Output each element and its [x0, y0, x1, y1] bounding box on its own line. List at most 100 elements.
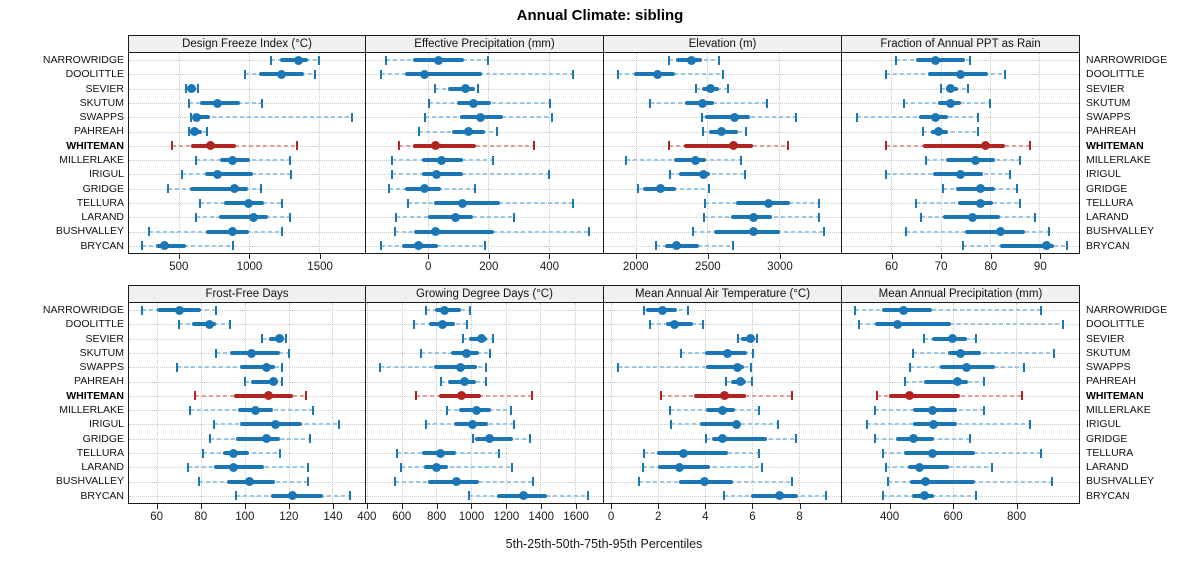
vertical-gridline — [244, 303, 246, 503]
whisker-cap — [228, 319, 231, 329]
whisker-cap — [1033, 212, 1036, 222]
whisker-cap — [307, 462, 310, 472]
interquartile-bar-25-75 — [421, 172, 463, 177]
median-dot — [892, 319, 902, 329]
axis-tick-label: 120 — [279, 511, 299, 523]
whisker-cap — [919, 212, 922, 222]
axis-tick — [156, 504, 158, 509]
axis-tick-label: 0 — [424, 261, 432, 273]
interquartile-bar-25-75 — [447, 86, 475, 91]
whisker-cap — [428, 98, 431, 108]
site-label-irigul: IRIGUL — [1086, 168, 1122, 181]
whisker-cap — [924, 155, 927, 165]
whisker-cap — [243, 69, 246, 79]
median-dot — [674, 462, 684, 472]
whisker-cap — [309, 434, 312, 444]
site-label-gridge: GRIDGE — [82, 432, 124, 445]
whisker-cap — [380, 241, 383, 251]
whisker-cap — [296, 141, 299, 151]
whisker-cap — [912, 348, 915, 358]
axis-tick — [990, 254, 992, 259]
median-dot — [732, 419, 742, 429]
panel-band-1: NARROWRIDGE DOOLITTLE SEVIER SKUTUM SWAPPS PA… — [0, 35, 1200, 280]
whisker-cap — [648, 319, 651, 329]
median-dot — [213, 169, 223, 179]
whisker-cap — [961, 241, 964, 251]
whisker-cap — [167, 184, 170, 194]
panel-body — [129, 53, 365, 253]
median-dot — [275, 334, 285, 344]
vertical-gridline — [436, 303, 438, 503]
whisker-cap — [875, 391, 878, 401]
horizontal-gridline — [604, 310, 841, 312]
axis-tick — [611, 504, 613, 509]
median-dot — [464, 127, 474, 137]
whisker-cap — [745, 127, 748, 137]
vertical-gridline — [157, 303, 159, 503]
x-axis: 60 80 100 120 140 — [128, 504, 366, 530]
whisker-cap — [976, 112, 979, 122]
whisker-cap — [680, 348, 683, 358]
whisker-cap — [882, 491, 885, 501]
whisker-cap — [497, 448, 500, 458]
strip-title: Mean Annual Precipitation (mm) — [842, 286, 1079, 303]
whisker-cap — [289, 212, 292, 222]
median-dot — [952, 377, 962, 387]
axis-tick — [401, 504, 403, 509]
interquartile-bar-25-75 — [204, 172, 253, 177]
whisker-cap — [717, 55, 720, 65]
whisker-cap — [471, 434, 474, 444]
site-label-pahreah: PAHREAH — [1086, 375, 1136, 388]
site-label-irigul: IRIGUL — [88, 168, 124, 181]
whisker-cap — [968, 434, 971, 444]
median-dot — [518, 491, 528, 501]
whisker-cap — [766, 98, 769, 108]
horizontal-gridline — [129, 245, 365, 247]
site-label-bushvalley: BUSHVALLEY — [55, 225, 124, 238]
site-label-tellura: TELLURA — [1086, 196, 1134, 209]
horizontal-gridline — [129, 131, 365, 133]
median-dot — [458, 198, 468, 208]
site-label-swapps: SWAPPS — [1086, 361, 1131, 374]
whisker-cap — [423, 112, 426, 122]
whisker-cap — [424, 419, 427, 429]
whisker-cap — [189, 405, 192, 415]
axis-tick-label: 400 — [357, 511, 377, 523]
median-dot — [975, 198, 985, 208]
interquartile-bar-25-75 — [433, 365, 478, 370]
site-label-gridge: GRIDGE — [1086, 182, 1128, 195]
whisker-cap — [641, 462, 644, 472]
whisker-cap — [705, 434, 708, 444]
whisker-cap — [390, 169, 393, 179]
median-dot — [733, 362, 743, 372]
site-label-skutum: SKUTUM — [79, 346, 124, 359]
site-labels-right: NARROWRIDGE DOOLITTLE SEVIER SKUTUM SWAPPS PA… — [1086, 35, 1200, 253]
whisker-cap — [1040, 448, 1043, 458]
horizontal-gridline — [604, 338, 841, 340]
panel-body — [604, 303, 841, 503]
whisker-cap — [287, 348, 290, 358]
median-dot — [462, 348, 472, 358]
axis-tick — [941, 254, 943, 259]
median-dot — [229, 448, 239, 458]
horizontal-gridline — [129, 338, 365, 340]
interquartile-bar-25-75 — [679, 172, 710, 177]
horizontal-gridline — [366, 310, 603, 312]
median-dot — [929, 419, 939, 429]
median-dot — [186, 84, 196, 94]
axis-tick — [635, 254, 637, 259]
interquartile-bar-25-75 — [903, 451, 975, 455]
site-label-doolittle: DOOLITTLE — [65, 68, 124, 81]
site-label-skutum: SKUTUM — [1086, 346, 1131, 359]
median-dot — [962, 362, 972, 372]
whisker-cap — [817, 212, 820, 222]
interquartile-bar-25-75 — [665, 243, 699, 248]
whisker-cap — [550, 112, 553, 122]
whisker-cap — [141, 305, 144, 315]
whisker-cap — [176, 362, 179, 372]
median-dot — [484, 434, 494, 444]
axis-tick — [506, 504, 508, 509]
median-dot — [432, 169, 442, 179]
whisker-cap — [270, 55, 273, 65]
